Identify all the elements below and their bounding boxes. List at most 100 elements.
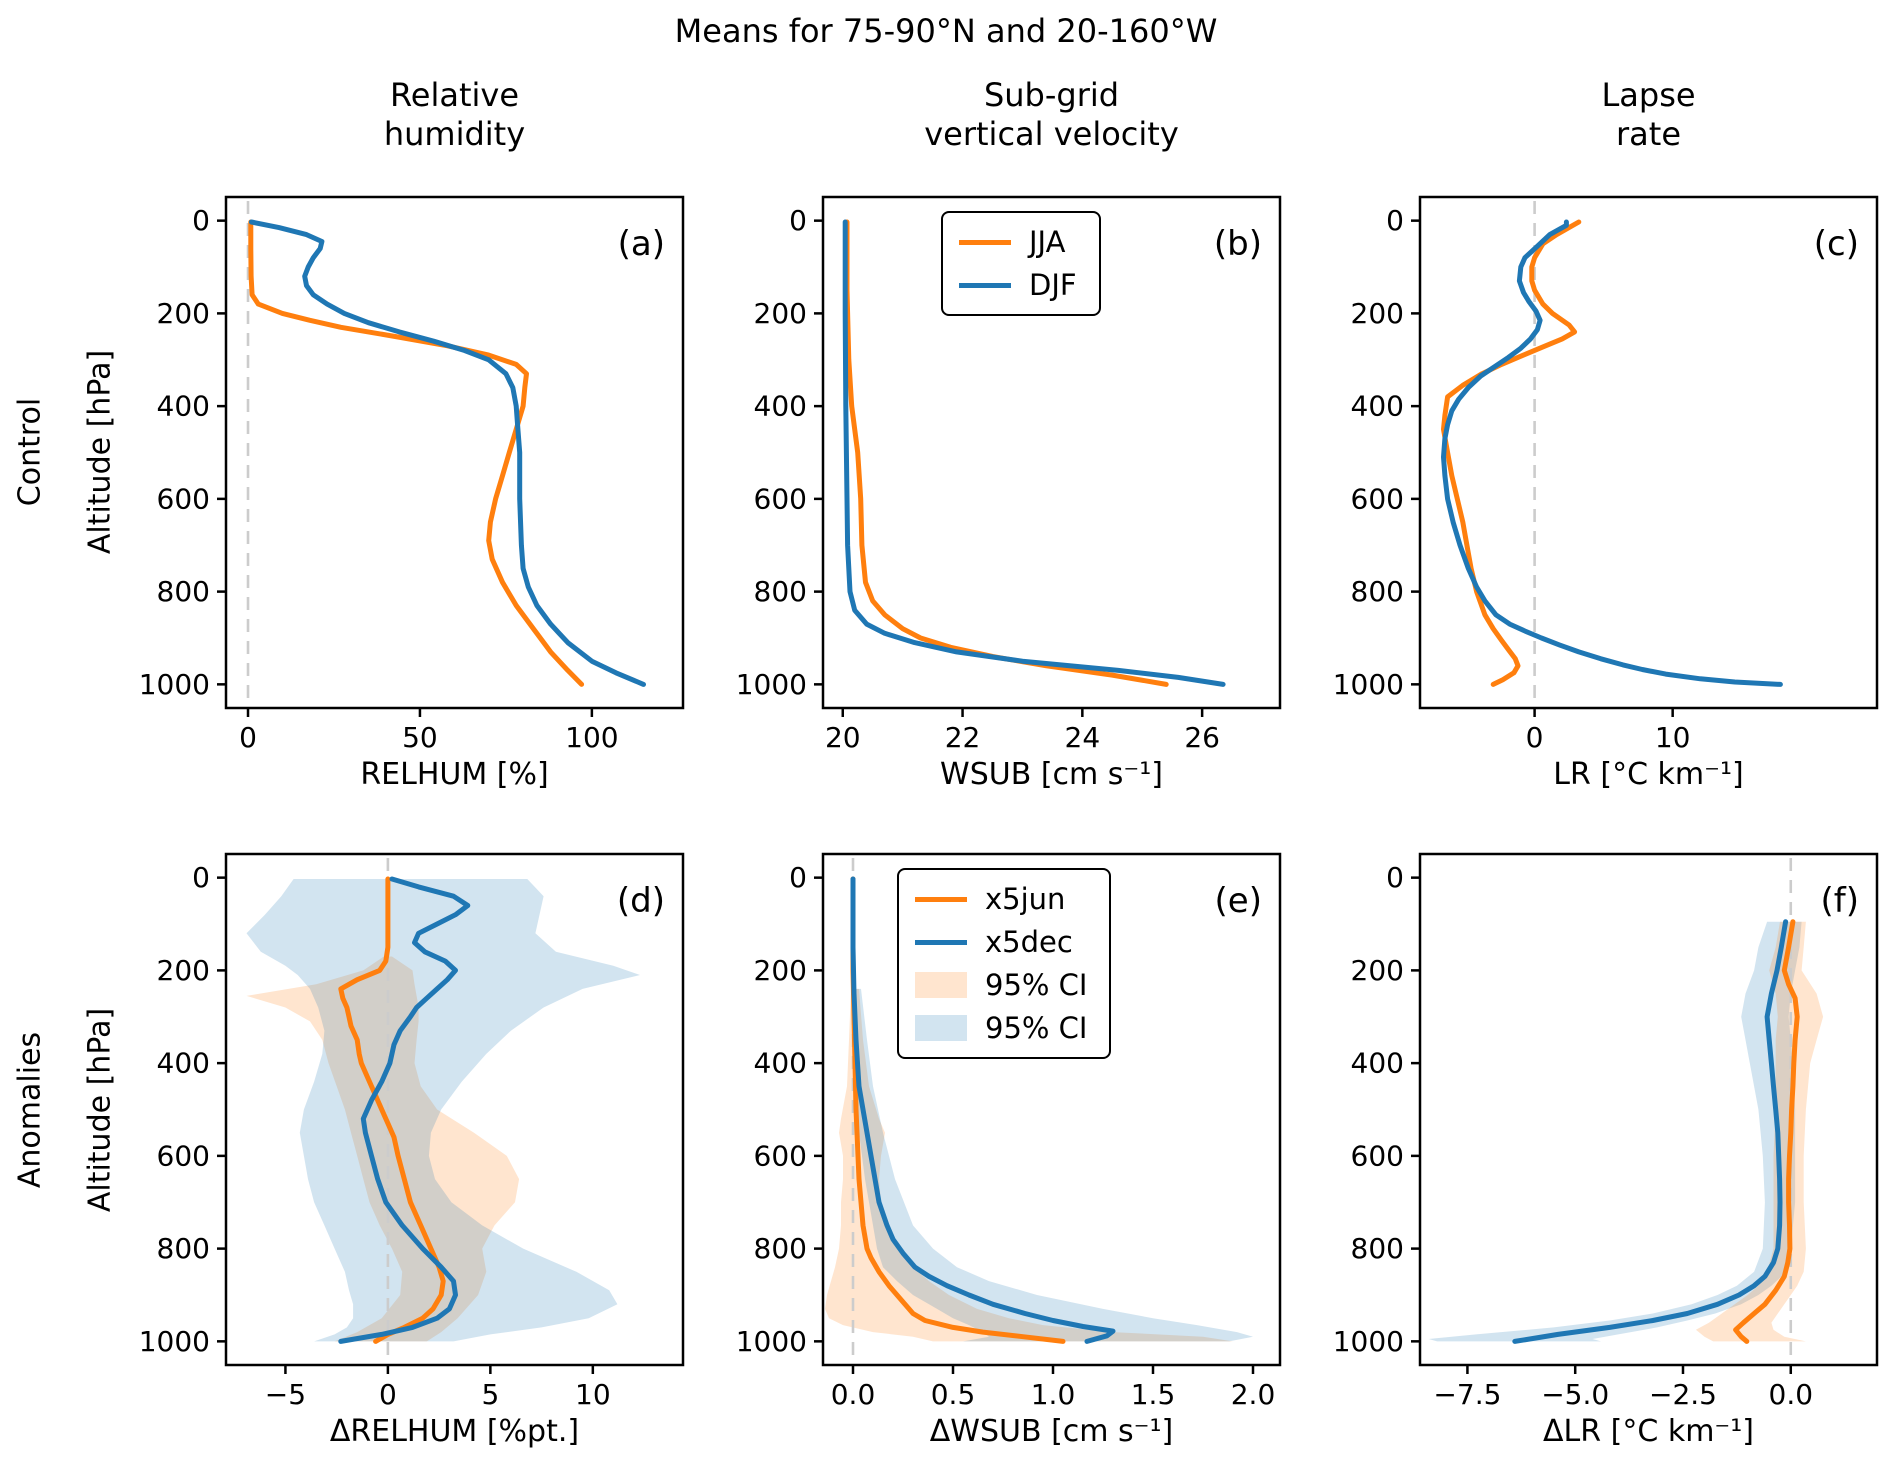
x-tick-label: 22 — [945, 721, 981, 754]
series-line-djf — [1441, 219, 1783, 687]
x-tick-label: 0.0 — [831, 1378, 876, 1411]
y-axis-label-bottom-row: Altitude [hPa] — [82, 1007, 118, 1213]
y-tick-label: 1000 — [736, 1325, 807, 1358]
x-tick-label: 26 — [1184, 721, 1220, 754]
panel-f-plot: −7.5 −5.0 −2.5 0.0 0 200 400 600 800 1000 (f) — [1333, 852, 1879, 1411]
series-line-djf — [842, 219, 1226, 687]
axes-frame — [1418, 852, 1879, 1367]
ci-band-95-ci-x5dec — [246, 879, 640, 1342]
x-tick-label: −5.0 — [1541, 1378, 1609, 1411]
series-line-x5jun — [1733, 919, 1800, 1344]
panel-letter-e: (e) — [1215, 881, 1262, 921]
row-label-control: Control — [12, 397, 48, 507]
axes-frame — [224, 852, 685, 1367]
x-axis-label-lr: LR [°C km⁻¹] — [1553, 757, 1744, 792]
y-tick-label: 1000 — [1333, 668, 1404, 701]
panel-c-lapse-rate-control: 0 10 0 200 400 600 800 1000 (c) — [1333, 195, 1879, 754]
legend-panel-e: x5jun x5dec 95% CI 95% CI — [897, 868, 1112, 1059]
y-tick-label: 200 — [754, 297, 807, 330]
legend-panel-b: JJA DJF — [941, 211, 1101, 316]
column-title-line: Lapse — [1601, 76, 1696, 114]
column-title-relative-humidity: Relative humidity — [226, 76, 683, 154]
y-tick-label: 600 — [157, 482, 210, 515]
panel-letter-f: (f) — [1821, 881, 1860, 921]
x-tick-label: 2.0 — [1231, 1378, 1276, 1411]
y-tick-label: 0 — [789, 861, 807, 894]
panel-e-plot: 0.0 0.5 1.0 1.5 2.0 0 200 400 600 800 1000 (e) — [736, 852, 1282, 1411]
axes-frame — [1418, 195, 1879, 710]
panel-letter-b: (b) — [1214, 224, 1262, 264]
legend-swatch-line — [959, 239, 1011, 245]
panel-a-relative-humidity-control: 0 50 100 0 200 400 600 800 1000 (a) — [139, 195, 685, 754]
column-title-line: rate — [1616, 115, 1681, 153]
y-tick-label: 0 — [192, 204, 210, 237]
ci-band-95-ci-x5jun — [246, 956, 520, 1342]
panel-letter-c: (c) — [1814, 224, 1859, 264]
panel-letter-a: (a) — [618, 224, 665, 264]
column-title-lapse-rate: Lapse rate — [1420, 76, 1877, 154]
legend-swatch-fill — [915, 1015, 967, 1041]
x-tick-label: 20 — [825, 721, 861, 754]
y-tick-label: 0 — [192, 861, 210, 894]
x-tick-label: 1.0 — [1031, 1378, 1076, 1411]
x-tick-label: 24 — [1065, 721, 1101, 754]
column-title-subgrid-vertical-velocity: Sub-grid vertical velocity — [823, 76, 1280, 154]
legend-swatch-fill — [915, 972, 967, 998]
y-tick-label: 400 — [157, 1047, 210, 1080]
y-tick-label: 1000 — [1333, 1325, 1404, 1358]
legend-label: JJA — [1029, 225, 1066, 259]
column-title-line: Sub-grid — [983, 76, 1120, 114]
legend-label: x5dec — [985, 925, 1073, 959]
series-line-jja — [1441, 219, 1582, 687]
y-tick-label: 0 — [1386, 204, 1404, 237]
x-axis-label-wsub: WSUB [cm s⁻¹] — [940, 757, 1163, 792]
axes-frame — [821, 852, 1282, 1367]
y-tick-label: 800 — [754, 575, 807, 608]
x-tick-label: 10 — [575, 1378, 611, 1411]
panel-d-relhum-anomaly: −5 0 5 10 0 200 400 600 800 1000 (d) — [139, 852, 685, 1411]
legend-item: x5dec — [915, 925, 1087, 959]
y-tick-label: 0 — [1386, 861, 1404, 894]
y-tick-label: 200 — [157, 954, 210, 987]
y-tick-label: 1000 — [139, 668, 210, 701]
legend-label: x5jun — [985, 882, 1066, 916]
x-tick-label: 5 — [481, 1378, 499, 1411]
column-title-line: Relative — [389, 76, 520, 114]
panel-d-plot: −5 0 5 10 0 200 400 600 800 1000 (d) — [139, 852, 685, 1411]
y-tick-label: 800 — [1351, 575, 1404, 608]
y-tick-label: 600 — [1351, 1139, 1404, 1172]
panel-f-lapse-rate-anomaly: −7.5 −5.0 −2.5 0.0 0 200 400 600 800 1000 (f) — [1333, 852, 1879, 1411]
x-tick-label: −7.5 — [1433, 1378, 1501, 1411]
y-tick-label: 200 — [1351, 297, 1404, 330]
x-tick-label: 0 — [1526, 721, 1544, 754]
legend-item: DJF — [959, 268, 1077, 302]
y-axis-label-top-row: Altitude [hPa] — [82, 349, 118, 555]
x-axis-label-delta-wsub: ΔWSUB [cm s⁻¹] — [929, 1414, 1174, 1449]
panel-letter-d: (d) — [617, 881, 665, 921]
panel-b-wsub-control: 20 22 24 26 0 200 400 600 800 1000 (b) JJA DJF — [736, 195, 1282, 754]
y-tick-label: 1000 — [139, 1325, 210, 1358]
y-tick-label: 200 — [1351, 954, 1404, 987]
y-tick-label: 600 — [754, 482, 807, 515]
figure-title: Means for 75-90°N and 20-160°W — [674, 12, 1218, 50]
x-axis-label-delta-relhum: ΔRELHUM [%pt.] — [329, 1414, 580, 1449]
panel-e-wsub-anomaly: 0.0 0.5 1.0 1.5 2.0 0 200 400 600 800 1000 (e) x5ju… — [736, 852, 1282, 1411]
series-line-djf — [248, 219, 646, 687]
y-tick-label: 800 — [754, 1232, 807, 1265]
x-tick-label: 10 — [1655, 721, 1691, 754]
series-line-x5jun — [338, 876, 446, 1344]
y-tick-label: 1000 — [736, 668, 807, 701]
x-axis-label-delta-lr: ΔLR [°C km⁻¹] — [1543, 1414, 1754, 1449]
legend-item: x5jun — [915, 882, 1087, 916]
ci-band-95-ci-x5dec — [1428, 921, 1802, 1342]
y-tick-label: 800 — [1351, 1232, 1404, 1265]
y-tick-label: 200 — [157, 297, 210, 330]
axes-frame — [821, 195, 1282, 710]
y-tick-label: 400 — [1351, 390, 1404, 423]
column-title-line: humidity — [383, 115, 526, 153]
y-tick-label: 600 — [157, 1139, 210, 1172]
x-tick-label: 0.5 — [931, 1378, 976, 1411]
x-tick-label: 100 — [565, 721, 618, 754]
